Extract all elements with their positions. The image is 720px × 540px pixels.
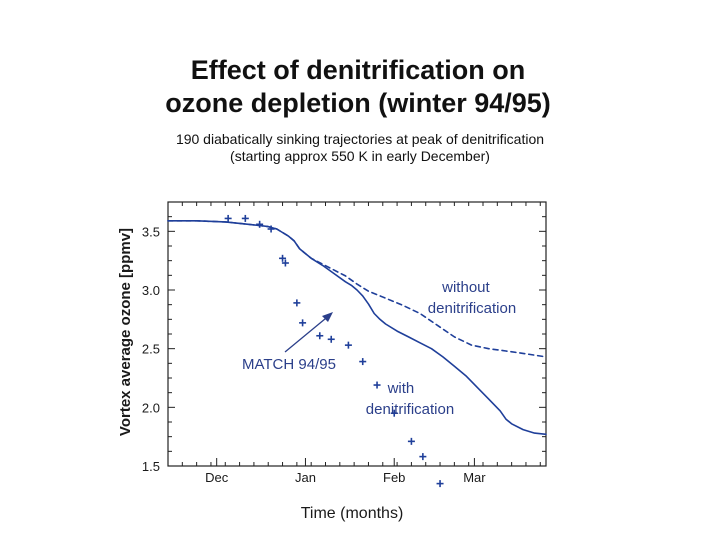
y-tick-label: 2.5 [142, 342, 160, 357]
y-axis-label: Vortex average ozone [ppmv] [117, 228, 134, 436]
chart-title-line-1: Effect of denitrification on [190, 55, 526, 85]
annotation-without-line-1: without [441, 279, 490, 296]
chart-title-line-2: ozone depletion (winter 94/95) [165, 88, 551, 118]
series-line-with-denitrification [167, 220, 547, 436]
x-tick-label: Dec [205, 470, 229, 485]
annotation-without-line-2: denitrification [428, 300, 516, 317]
annotation-match-arrow [284, 313, 332, 353]
chart-subtitle-line-1: 190 diabatically sinking trajectories at… [175, 131, 545, 147]
match-data-point [407, 437, 415, 445]
annotation-with-denitrification: with denitrification [366, 380, 454, 418]
match-data-point [390, 409, 398, 417]
series-line-without-denitrification [167, 220, 547, 358]
x-tick-label: Mar [463, 470, 486, 485]
match-data-point [279, 254, 287, 262]
match-data-point [267, 225, 275, 233]
y-tick-label: 3.0 [142, 283, 160, 298]
match-data-point [299, 319, 307, 327]
y-axis-ticks: 1.5 2.0 2.5 3.0 3.5 [142, 201, 546, 474]
match-data-point [256, 220, 264, 228]
x-axis-ticks: Dec Jan Feb Mar [167, 202, 541, 485]
x-axis-label: Time (months) [301, 505, 404, 522]
match-data-point [436, 480, 444, 488]
series-layer [167, 220, 547, 436]
match-data-point [224, 214, 232, 222]
markers-layer [224, 214, 444, 488]
annotation-match: MATCH 94/95 [242, 356, 336, 373]
x-tick-label: Feb [383, 470, 405, 485]
y-tick-label: 2.0 [142, 400, 160, 415]
match-data-point [316, 332, 324, 340]
chart-subtitle-line-2: (starting approx 550 K in early December… [230, 148, 490, 164]
match-data-point [281, 259, 289, 267]
y-tick-label: 1.5 [142, 459, 160, 474]
chart-title: Effect of denitrification on ozone deple… [128, 54, 588, 120]
y-tick-label: 3.5 [142, 224, 160, 239]
annotation-without-denitrification: without denitrification [428, 279, 516, 317]
match-data-point [373, 381, 381, 389]
plot-frame [167, 201, 547, 467]
x-tick-label: Jan [295, 470, 316, 485]
match-data-point [327, 335, 335, 343]
match-data-point [241, 214, 249, 222]
annotation-match-arrowhead [322, 312, 333, 322]
annotation-with-line-2: denitrification [366, 401, 454, 418]
match-data-point [344, 341, 352, 349]
match-data-point [419, 453, 427, 461]
match-data-point [359, 358, 367, 366]
annotation-with-line-1: with [387, 380, 415, 397]
chart-subtitle: 190 diabatically sinking trajectories at… [150, 131, 570, 165]
match-data-point [293, 299, 301, 307]
